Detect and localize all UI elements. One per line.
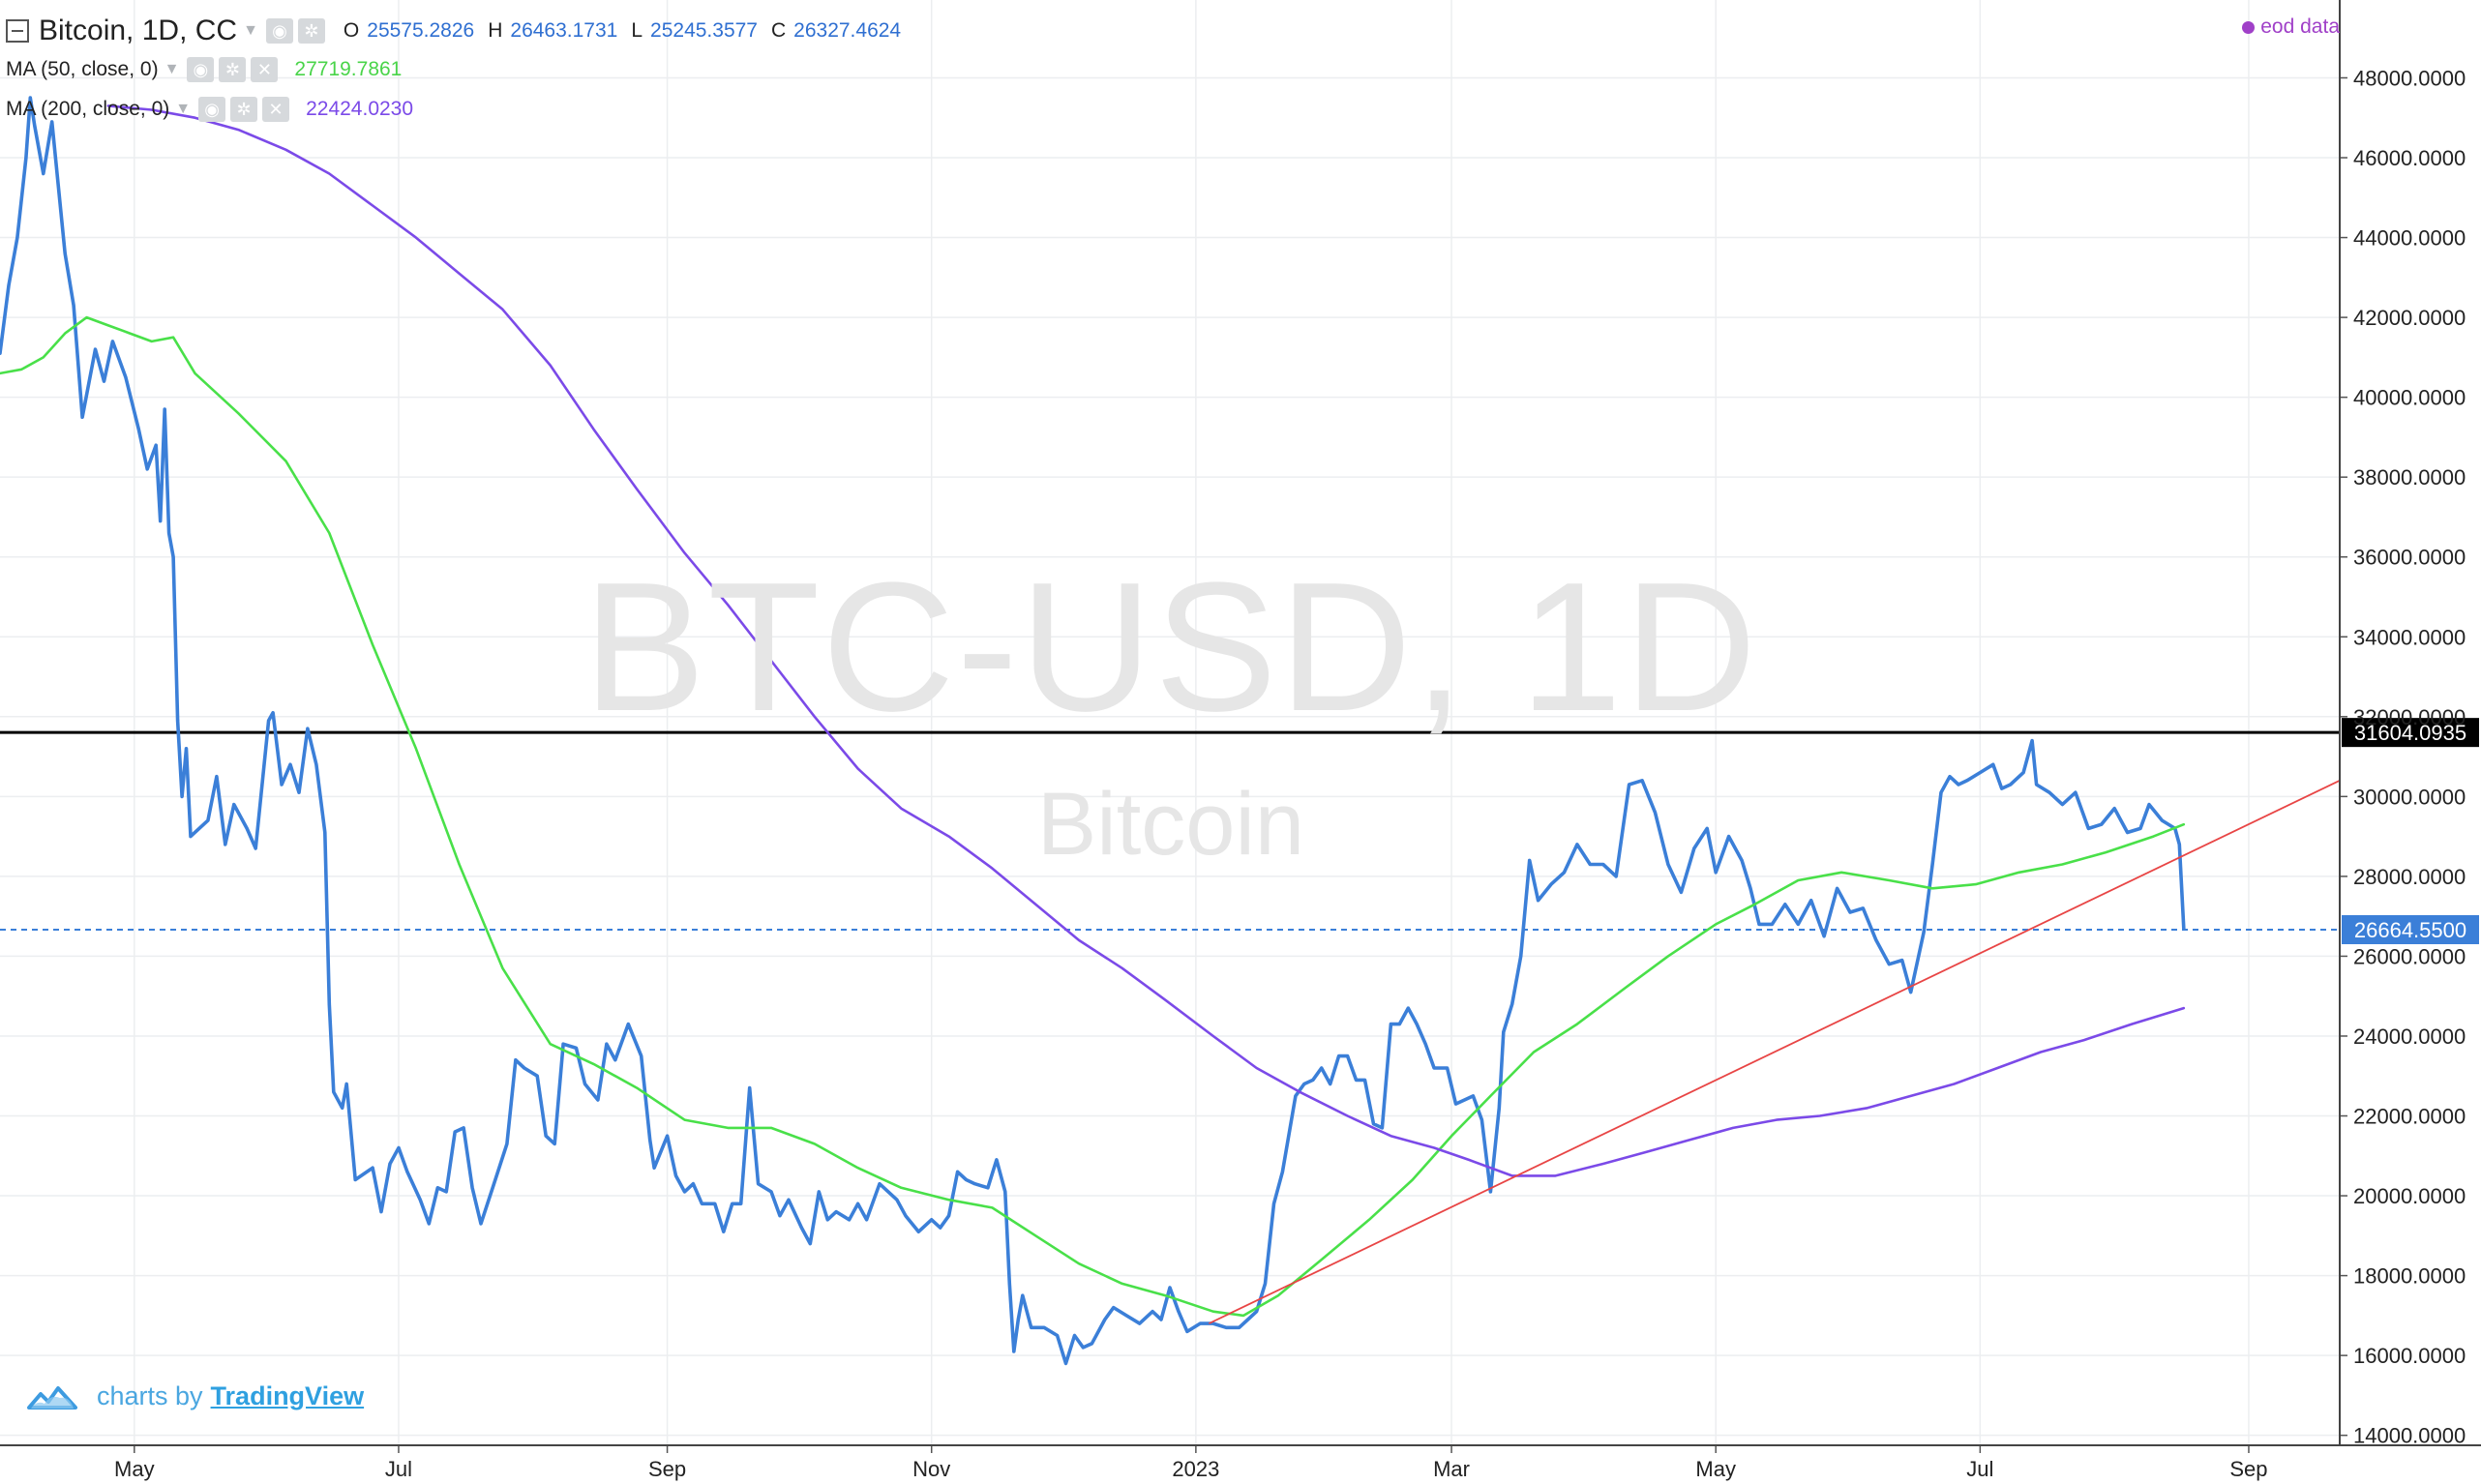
close-value: 26327.4624 xyxy=(793,19,902,42)
watermark-title: BTC-USD, 1D xyxy=(583,545,1759,750)
y-tick-label: 32000.0000 xyxy=(2353,705,2466,729)
resistance-price-label: 31604.0935 xyxy=(2354,721,2466,745)
y-tick-label: 18000.0000 xyxy=(2353,1264,2466,1289)
close-label: C xyxy=(770,19,787,42)
open-label: O xyxy=(343,19,360,42)
ma50-series-line xyxy=(0,315,2186,1318)
x-tick-label: 2023 xyxy=(1172,1457,1219,1481)
ma200-series-line xyxy=(106,104,2186,1177)
cloud-logo-icon xyxy=(27,1385,77,1410)
chevron-down-icon[interactable]: ▼ xyxy=(243,22,258,39)
ma50-value: 27719.7861 xyxy=(294,58,403,80)
y-tick-label: 20000.0000 xyxy=(2353,1184,2466,1208)
x-tick-label: Jul xyxy=(1966,1457,1993,1481)
ma50-legend: MA (50, close, 0) ▼ ◉ ✲ ✕ 27719.7861 xyxy=(6,54,402,85)
chevron-down-icon[interactable]: ▼ xyxy=(175,101,192,117)
eod-data-indicator: eod data xyxy=(2242,15,2340,39)
watermark-subtitle: Bitcoin xyxy=(1036,775,1305,874)
tradingview-branding: charts by TradingView xyxy=(27,1381,364,1411)
eod-label: eod data xyxy=(2260,15,2340,38)
x-tick-label: Jul xyxy=(385,1457,412,1481)
resistance-price-tag xyxy=(2342,718,2479,748)
ma200-label[interactable]: MA (200, close, 0) xyxy=(6,98,170,120)
tradingview-link[interactable]: TradingView xyxy=(210,1381,365,1410)
gear-icon[interactable]: ✲ xyxy=(219,57,247,82)
last-price-price-tag xyxy=(2342,915,2479,945)
y-tick-label: 28000.0000 xyxy=(2353,865,2466,889)
y-tick-label: 46000.0000 xyxy=(2353,146,2466,170)
eye-icon[interactable]: ◉ xyxy=(187,57,215,82)
low-label: L xyxy=(631,19,643,42)
ma200-value: 22424.0230 xyxy=(306,98,414,120)
main-legend: Bitcoin, 1D, CC ▼ ◉ ✲ O 25575.2826 H 264… xyxy=(6,12,901,50)
series-lines xyxy=(0,96,2341,1366)
y-tick-label: 42000.0000 xyxy=(2353,306,2466,330)
high-value: 26463.1731 xyxy=(510,19,618,42)
chart-grid xyxy=(0,0,2340,1445)
eye-icon[interactable]: ◉ xyxy=(265,18,293,44)
last-price-price-label: 26664.5500 xyxy=(2354,918,2466,942)
symbol-title[interactable]: Bitcoin, 1D, CC xyxy=(39,15,238,46)
close-icon[interactable]: ✕ xyxy=(262,97,290,122)
collapse-legend-button[interactable] xyxy=(6,19,29,43)
y-tick-label: 26000.0000 xyxy=(2353,944,2466,968)
ma50-label[interactable]: MA (50, close, 0) xyxy=(6,58,159,80)
y-tick-label: 24000.0000 xyxy=(2353,1024,2466,1049)
ma200-legend: MA (200, close, 0) ▼ ◉ ✲ ✕ 22424.0230 xyxy=(6,94,413,125)
y-tick-label: 30000.0000 xyxy=(2353,785,2466,809)
horizontal-lines: 31604.0935 26664.5500 xyxy=(0,718,2479,945)
x-tick-label: Mar xyxy=(1433,1457,1470,1481)
gear-icon[interactable]: ✲ xyxy=(230,97,258,122)
y-tick-label: 34000.0000 xyxy=(2353,625,2466,649)
close-icon[interactable]: ✕ xyxy=(251,57,279,82)
branding-prefix: charts by xyxy=(97,1381,203,1410)
high-label: H xyxy=(488,19,503,42)
y-tick-label: 14000.0000 xyxy=(2353,1424,2466,1448)
y-tick-label: 36000.0000 xyxy=(2353,546,2466,570)
open-value: 25575.2826 xyxy=(367,19,475,42)
low-value: 25245.3577 xyxy=(650,19,758,42)
x-tick-label: Nov xyxy=(912,1457,950,1481)
x-tick-label: Sep xyxy=(2229,1457,2267,1481)
y-tick-label: 44000.0000 xyxy=(2353,226,2466,251)
eye-icon[interactable]: ◉ xyxy=(198,97,226,122)
y-tick-label: 48000.0000 xyxy=(2353,66,2466,90)
status-dot-icon xyxy=(2242,20,2256,34)
x-tick-label: May xyxy=(1695,1457,1736,1481)
x-tick-label: May xyxy=(114,1457,155,1481)
x-tick-label: Sep xyxy=(648,1457,686,1481)
y-tick-label: 16000.0000 xyxy=(2353,1344,2466,1368)
chevron-down-icon[interactable]: ▼ xyxy=(164,61,180,77)
y-tick-label: 38000.0000 xyxy=(2353,465,2466,490)
y-tick-label: 22000.0000 xyxy=(2353,1105,2466,1129)
trend-line xyxy=(1208,780,2341,1324)
gear-icon[interactable]: ✲ xyxy=(297,18,325,44)
price-series-line xyxy=(0,96,2186,1366)
y-tick-label: 40000.0000 xyxy=(2353,386,2466,410)
